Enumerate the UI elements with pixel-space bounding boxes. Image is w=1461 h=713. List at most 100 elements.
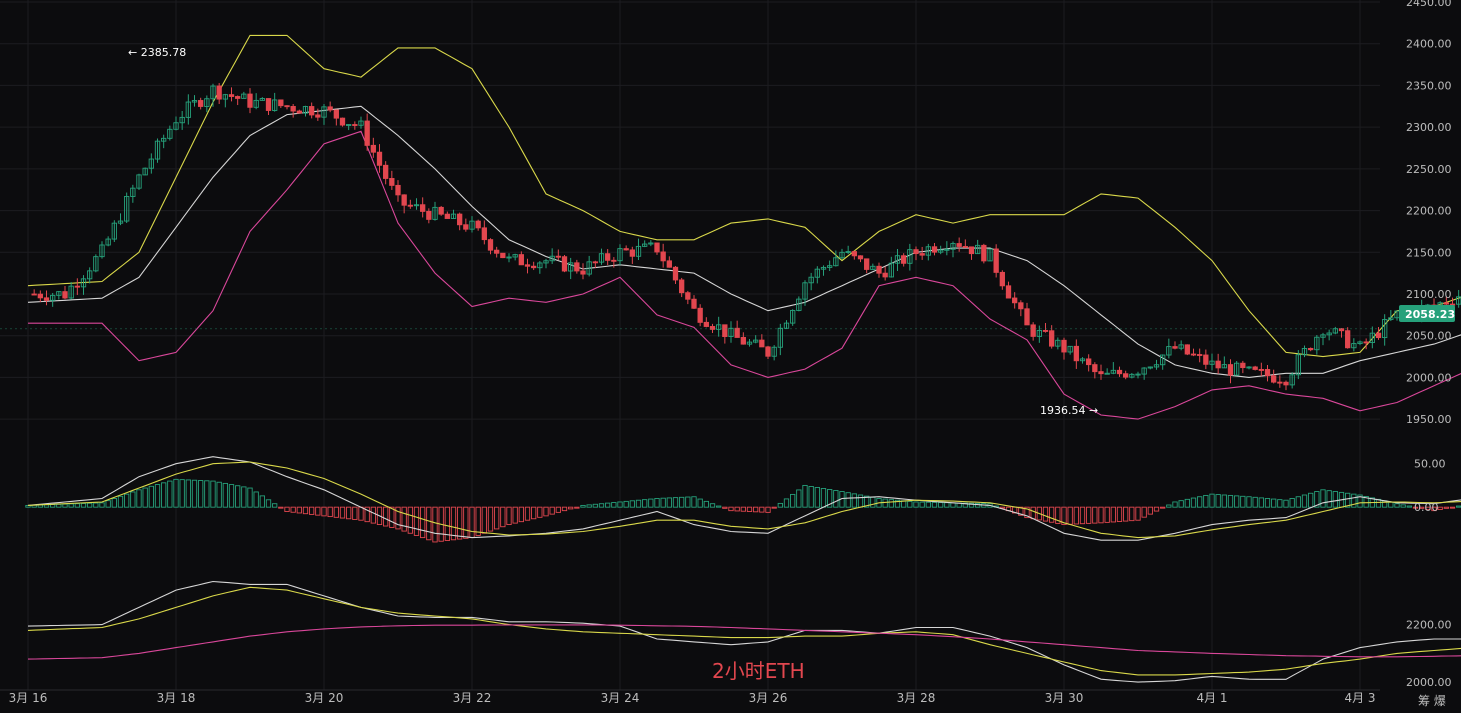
macd-histogram-bar	[130, 491, 136, 508]
macd-histogram-bar	[1141, 506, 1147, 518]
lower-line-2	[27, 586, 1461, 676]
y-tick-label: 2350.00	[1406, 79, 1452, 92]
candle-body	[444, 213, 450, 219]
macd-histogram-bar	[235, 485, 241, 508]
macd-histogram-bar	[1160, 506, 1166, 509]
candle-body	[1264, 369, 1271, 377]
candle-body	[265, 98, 272, 111]
candle-body	[204, 98, 210, 107]
macd-histogram-bar	[1351, 493, 1357, 508]
macd-histogram-bar	[364, 506, 370, 523]
candle-body	[1135, 373, 1141, 376]
macd-histogram-bar	[401, 506, 407, 532]
macd-histogram-bar	[278, 506, 284, 509]
watermark: 筹 爆	[1418, 694, 1446, 708]
macd-panel[interactable]	[25, 456, 1461, 543]
macd-histogram-bar	[827, 489, 833, 508]
macd-histogram-bar	[1301, 494, 1308, 508]
macd-histogram-bar	[1277, 499, 1283, 508]
macd-histogram-bar	[457, 506, 463, 540]
candle-body	[339, 117, 346, 126]
macd-histogram-bar	[450, 506, 457, 541]
candle-body	[598, 253, 605, 263]
candle-body	[888, 262, 894, 278]
price-panel[interactable]	[0, 34, 1461, 420]
macd-histogram-bar	[222, 482, 228, 508]
candle-body	[432, 206, 438, 220]
candle-body	[938, 249, 944, 253]
macd-histogram-bar	[654, 498, 660, 508]
macd-dif-line	[27, 456, 1461, 541]
candle-body	[185, 101, 191, 118]
candle-body	[956, 243, 962, 247]
candle-body	[851, 251, 857, 257]
candle-body	[506, 256, 512, 259]
candle-body	[814, 268, 820, 278]
macd-histogram-bar	[1172, 501, 1178, 508]
candle-body	[783, 322, 790, 329]
candle-body	[210, 85, 216, 100]
candle-body	[605, 253, 611, 261]
candle-body	[130, 187, 136, 197]
macd-histogram-bar	[370, 506, 376, 524]
candle-body	[1153, 364, 1160, 368]
candle-body	[99, 244, 105, 258]
candle-body	[1147, 366, 1153, 369]
macd-histogram-bar	[580, 504, 586, 508]
macd-histogram-bar	[833, 490, 839, 508]
candle-body	[759, 339, 765, 348]
macd-histogram-bar	[413, 506, 420, 536]
candle-body	[358, 120, 364, 126]
candle-body	[278, 99, 284, 107]
macd-histogram-bar	[111, 498, 117, 508]
macd-histogram-bar	[962, 502, 968, 508]
candle-body	[1184, 344, 1190, 355]
macd-histogram-bar	[25, 504, 31, 508]
candle-body	[475, 220, 481, 229]
candle-body	[87, 270, 93, 280]
bollinger-upper-line	[27, 34, 1461, 358]
macd-histogram-bar	[598, 503, 605, 508]
macd-histogram-bar	[1320, 489, 1326, 508]
macd-histogram-bar	[432, 506, 438, 543]
candle-body	[648, 242, 654, 245]
candle-body	[148, 158, 154, 169]
candle-body	[1012, 297, 1018, 304]
grid-lines	[0, 0, 1380, 691]
candle-body	[333, 109, 339, 119]
candle-body	[450, 213, 457, 219]
macd-histogram-bar	[475, 506, 481, 536]
lower-indicator-panel[interactable]	[27, 580, 1461, 683]
candle-body	[1005, 285, 1012, 299]
candle-body	[500, 252, 506, 259]
macd-histogram-bar	[1055, 506, 1061, 524]
macd-histogram-bar	[1400, 504, 1406, 508]
macd-histogram-bar	[383, 506, 389, 527]
macd-histogram-bar	[888, 499, 894, 508]
candle-body	[746, 341, 753, 345]
y-tick-label: 2050.00	[1406, 330, 1452, 343]
candle-body	[1357, 341, 1363, 345]
macd-histogram-bar	[1092, 506, 1098, 524]
macd-histogram-bar	[389, 506, 395, 528]
macd-histogram-bar	[531, 506, 537, 520]
candle-body	[1283, 381, 1289, 386]
macd-histogram-bar	[1332, 491, 1338, 508]
macd-histogram-bar	[216, 481, 222, 508]
x-tick-label: 3月 20	[305, 691, 344, 705]
candle-body	[512, 254, 518, 258]
macd-histogram-bar	[1271, 498, 1277, 508]
candle-body	[703, 321, 709, 327]
macd-histogram-bar	[1147, 506, 1153, 515]
candle-body	[395, 184, 401, 196]
candle-body	[968, 246, 975, 255]
candle-body	[1104, 372, 1110, 375]
candle-body	[321, 106, 327, 118]
macd-histogram-bar	[463, 506, 469, 539]
macd-histogram-bar	[524, 506, 531, 521]
candle-body	[352, 124, 358, 126]
x-tick-label: 3月 26	[749, 691, 788, 705]
candle-body	[284, 105, 290, 108]
macd-histogram-bar	[623, 500, 629, 508]
